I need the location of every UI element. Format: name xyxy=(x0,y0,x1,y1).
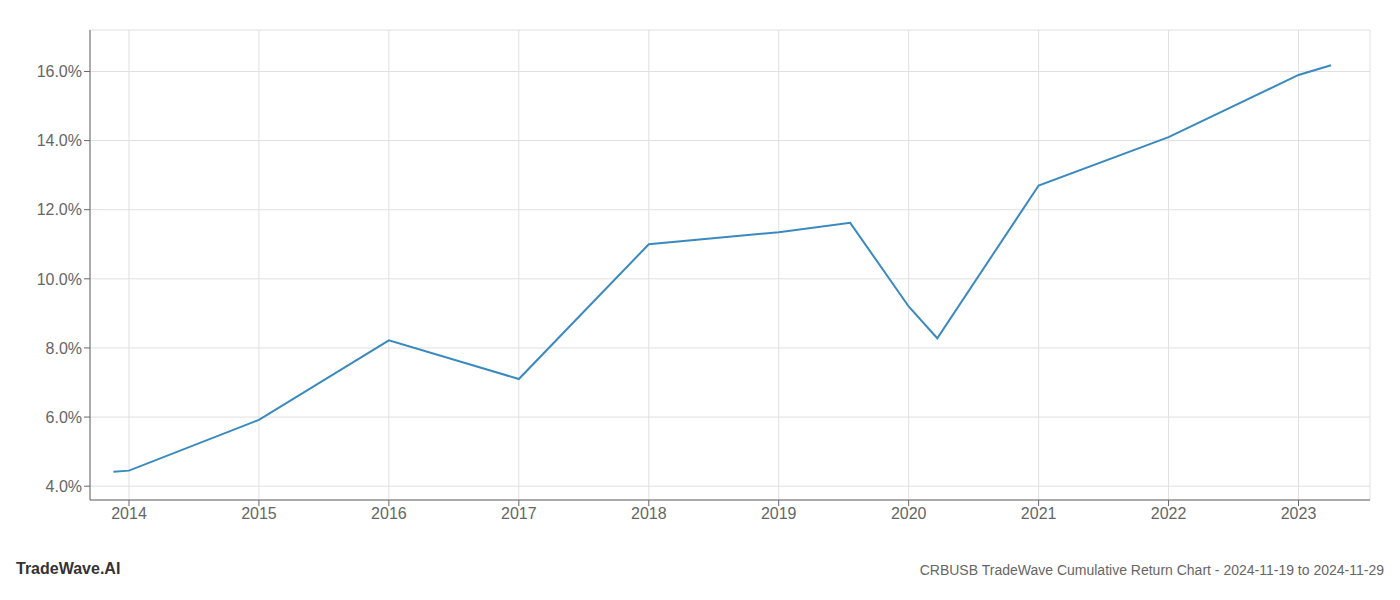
svg-text:2023: 2023 xyxy=(1281,505,1317,522)
svg-text:6.0%: 6.0% xyxy=(46,409,82,426)
svg-text:2020: 2020 xyxy=(891,505,927,522)
html-text:TradeWave.AI: TradeWave.AI xyxy=(16,560,121,577)
svg-text:2021: 2021 xyxy=(1021,505,1057,522)
svg-text:2019: 2019 xyxy=(761,505,797,522)
svg-text:2022: 2022 xyxy=(1151,505,1187,522)
svg-text:10.0%: 10.0% xyxy=(37,271,82,288)
svg-text:12.0%: 12.0% xyxy=(37,201,82,218)
svg-text:2016: 2016 xyxy=(371,505,407,522)
svg-text:4.0%: 4.0% xyxy=(46,478,82,495)
svg-text:16.0%: 16.0% xyxy=(37,63,82,80)
svg-text:2015: 2015 xyxy=(241,505,277,522)
svg-text:8.0%: 8.0% xyxy=(46,340,82,357)
svg-text:2017: 2017 xyxy=(501,505,537,522)
svg-text:14.0%: 14.0% xyxy=(37,132,82,149)
svg-text:2018: 2018 xyxy=(631,505,667,522)
html-text:CRBUSB TradeWave Cumulative Re: CRBUSB TradeWave Cumulative Return Chart… xyxy=(919,562,1384,578)
svg-text:2014: 2014 xyxy=(111,505,147,522)
